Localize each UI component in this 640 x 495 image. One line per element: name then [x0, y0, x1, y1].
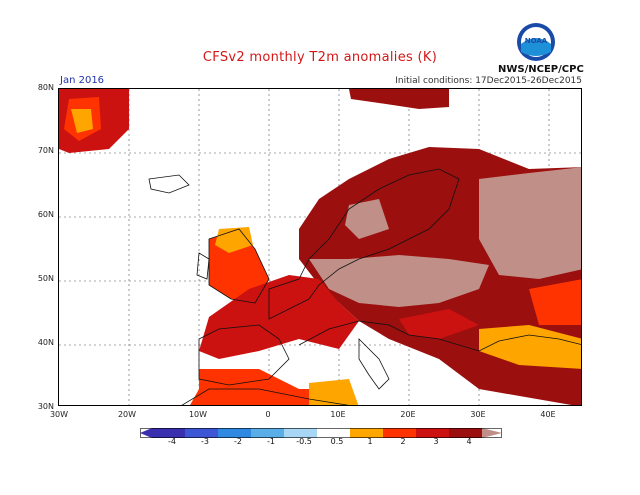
lat-label-70n: 70N [37, 146, 54, 155]
colorbar-bin [317, 428, 350, 438]
svalbard-anomaly [349, 89, 449, 109]
colorbar-bin [482, 428, 502, 438]
lat-label-40n: 40N [37, 338, 54, 347]
colorbar-bin [140, 428, 152, 438]
colorbar-bin [416, 428, 449, 438]
anomaly-fields [59, 89, 581, 405]
lon-label-30w: 30W [49, 410, 69, 419]
colorbar-label: 3 [433, 437, 439, 446]
balkans-anomaly-2-3 [399, 309, 479, 339]
lon-label-10w: 10W [188, 410, 208, 419]
west-europe-anomaly-2-3 [199, 275, 359, 359]
colorbar [140, 428, 502, 438]
colorbar-label: 4 [466, 437, 472, 446]
colorbar-label: 1 [367, 437, 373, 446]
lat-label-80n: 80N [37, 83, 54, 92]
colorbar-bin [185, 428, 218, 438]
russia-anomaly-4p [479, 167, 581, 279]
colorbar-label: 0.5 [330, 437, 344, 446]
colorbar-label: -3 [201, 437, 209, 446]
colorbar-label: -4 [168, 437, 176, 446]
greenland-anomaly-05-1 [71, 109, 93, 133]
lat-label-50n: 50N [37, 274, 54, 283]
north-africa-anomaly-05-1 [309, 379, 359, 405]
colorbar-label: -2 [234, 437, 242, 446]
colorbar-label: 2 [400, 437, 406, 446]
colorbar-bin [350, 428, 383, 438]
colorbar-bin [152, 428, 185, 438]
central-europe-anomaly-4p [309, 255, 489, 307]
lon-label-40e: 40E [540, 410, 556, 419]
colorbar-bin [284, 428, 317, 438]
forecast-period: Jan 2016 [60, 75, 105, 86]
noaa-logo-icon: NOAA [517, 23, 555, 61]
colorbar-bin [218, 428, 251, 438]
colorbar-label: -1 [267, 437, 275, 446]
lat-label-30n: 30N [37, 402, 54, 411]
lon-label-10e: 10E [330, 410, 346, 419]
lat-label-60n: 60N [37, 210, 54, 219]
turkey-anomaly-05-1 [479, 325, 581, 369]
colorbar-label: -0.5 [296, 437, 312, 446]
colorbar-bin [449, 428, 482, 438]
coastlines [148, 168, 581, 405]
logo-text: NOAA [525, 37, 548, 45]
lon-label-20e: 20E [400, 410, 416, 419]
lon-label-0: 0 [265, 410, 271, 419]
colorbar-bin [383, 428, 416, 438]
colorbar-bin [251, 428, 284, 438]
lon-label-30e: 30E [470, 410, 486, 419]
map-canvas [59, 89, 581, 405]
anomaly-map [58, 88, 582, 406]
map-title: CFSv2 monthly T2m anomalies (K) [202, 50, 438, 65]
lon-label-20w: 20W [117, 410, 137, 419]
scandinavia-anomaly-4p [345, 199, 389, 239]
initial-conditions: Initial conditions: 17Dec2015-26Dec2015 [395, 76, 582, 86]
east-anomaly-1-2 [529, 279, 581, 325]
agency-label: NWS/NCEP/CPC [498, 64, 584, 75]
